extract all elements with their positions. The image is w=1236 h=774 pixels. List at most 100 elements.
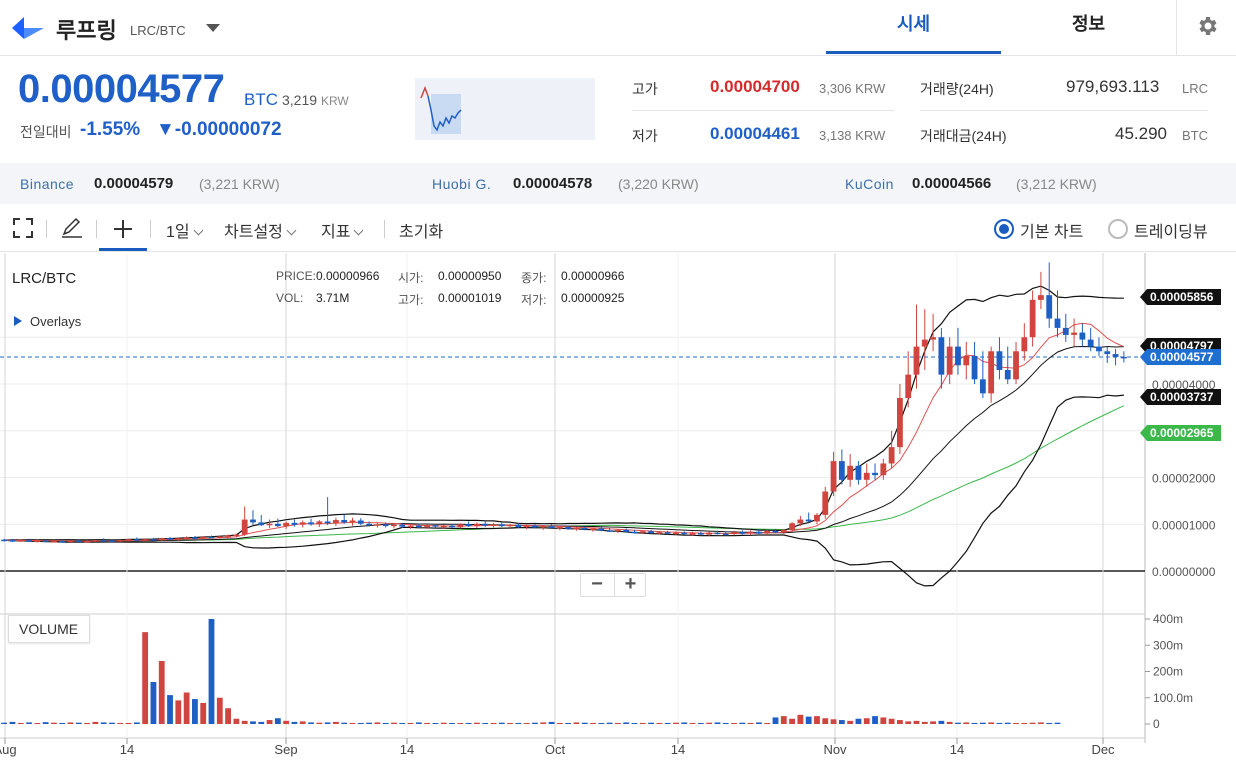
price-unit: BTC	[244, 90, 278, 109]
candle	[822, 486, 829, 519]
candle	[357, 518, 364, 526]
candle	[988, 346, 995, 403]
candle	[639, 530, 646, 535]
settings-button[interactable]	[1176, 0, 1236, 55]
candle	[938, 327, 945, 389]
overlays-toggle[interactable]: Overlays	[14, 314, 81, 329]
candle	[996, 337, 1003, 380]
exchange-price: 0.00004579	[94, 175, 174, 192]
candle	[581, 526, 588, 531]
zoom-out-button[interactable]: −	[591, 573, 603, 595]
y-tick-label: 0.00002000	[1152, 472, 1216, 486]
x-tick-label: Aug	[0, 742, 17, 757]
candle	[415, 523, 422, 529]
basic-chart-label[interactable]: 기본 차트	[1020, 224, 1084, 241]
candle	[573, 526, 580, 531]
price-value: 0.00000966	[316, 269, 380, 283]
tradingview-radio[interactable]	[1108, 219, 1128, 239]
volume-bar	[888, 718, 895, 724]
volume-bar	[639, 722, 646, 724]
interval-select[interactable]: 1일	[166, 218, 204, 242]
candle	[200, 536, 207, 540]
candle	[540, 525, 547, 530]
candle	[955, 327, 961, 375]
chevron-down-icon	[286, 225, 297, 236]
candle	[117, 539, 124, 543]
price-tag: 0.00003737	[1140, 389, 1221, 405]
volume-bar	[764, 723, 771, 724]
exchange-name[interactable]: KuCoin	[845, 176, 894, 192]
volume-bar	[482, 723, 489, 724]
volume-bar	[847, 720, 854, 724]
volume-bar	[598, 723, 605, 724]
volume-bar	[590, 722, 596, 724]
exchange-price: 0.00004566	[912, 175, 992, 192]
candle	[374, 522, 381, 528]
volume-bar	[349, 723, 356, 724]
candle	[100, 538, 107, 542]
volume-bar	[183, 692, 190, 724]
tab-info[interactable]: 정보	[1071, 14, 1106, 34]
chart-settings-menu[interactable]: 차트설정	[224, 218, 297, 242]
candle	[789, 521, 795, 532]
indicators-menu[interactable]: 지표	[321, 218, 364, 242]
exchange-name[interactable]: Huobi G.	[432, 176, 492, 192]
candle	[1079, 323, 1086, 347]
basic-chart-radio[interactable]	[994, 219, 1014, 239]
volume-bar	[897, 720, 903, 724]
candle	[208, 535, 215, 539]
candle	[855, 461, 862, 485]
pencil-icon[interactable]	[60, 217, 84, 239]
candle	[1054, 290, 1061, 338]
volume-bar	[573, 722, 580, 724]
candle	[1021, 323, 1028, 361]
candle	[482, 521, 489, 528]
y-tick-label: 0.00001000	[1152, 518, 1216, 532]
candle	[366, 521, 372, 527]
candle	[756, 528, 762, 535]
zoom-in-button[interactable]: +	[614, 574, 646, 596]
chevron-down-icon[interactable]	[206, 24, 220, 32]
crosshair-button[interactable]	[99, 204, 147, 251]
candle	[979, 351, 986, 399]
volume-bar	[515, 722, 522, 724]
change-absolute: ▼-0.00000072	[156, 119, 282, 140]
ma-short-line	[4, 322, 1125, 542]
volume-bar	[631, 723, 638, 724]
x-tick-label: 14	[120, 742, 134, 757]
volume-bar	[756, 722, 762, 724]
volume-bar	[474, 722, 480, 724]
candle	[930, 313, 936, 352]
svg-text:0.00005856: 0.00005856	[1150, 290, 1214, 304]
candle	[1112, 348, 1119, 366]
price-tag: 0.00002965	[1140, 425, 1221, 441]
candle	[805, 512, 812, 523]
bollinger-mid-line	[4, 345, 1124, 542]
volume-bar	[366, 722, 372, 724]
tab-price[interactable]: 시세	[826, 0, 1001, 54]
volume-pane-label: VOLUME	[8, 615, 90, 643]
volume-bar	[283, 720, 290, 724]
candle	[1071, 318, 1077, 347]
volume-bar	[407, 722, 414, 724]
candle	[548, 524, 555, 529]
exchange-name[interactable]: Binance	[20, 176, 75, 192]
price-chart[interactable]: 0.00004000 0.00002000 0.00001000 0.00000000…	[0, 253, 1236, 774]
chart-canvas[interactable]: 0.00004000 0.00002000 0.00001000 0.00000000…	[0, 253, 1236, 774]
fullscreen-icon[interactable]	[12, 217, 34, 239]
volume-bar	[615, 722, 621, 724]
candle	[681, 531, 688, 535]
tradingview-label[interactable]: 트레이딩뷰	[1134, 224, 1208, 241]
volume-bar	[333, 721, 339, 724]
sparkline	[415, 78, 595, 140]
volume-bar	[581, 722, 588, 724]
volume-bar	[540, 722, 547, 724]
low-label: 저가:	[521, 293, 547, 307]
high-value: 0.00004700	[710, 77, 800, 96]
candle	[75, 539, 82, 543]
svg-text:0.00003737: 0.00003737	[1150, 390, 1214, 404]
reset-button[interactable]: 초기화	[399, 224, 444, 241]
volume-bar	[565, 723, 572, 724]
high-label: 고가:	[398, 293, 424, 307]
volume-bar	[192, 699, 198, 724]
